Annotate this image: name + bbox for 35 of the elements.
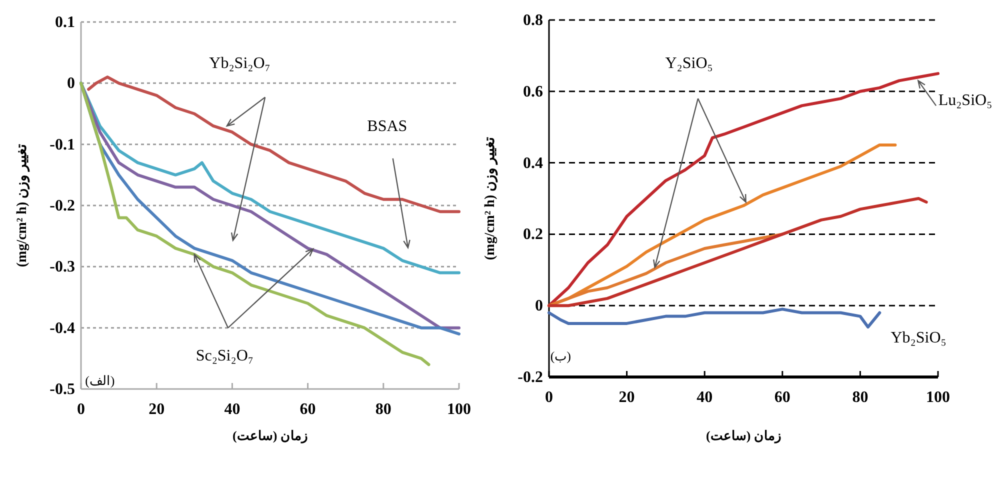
y-tick-label: -0.2 [50, 198, 75, 214]
x-tick-label: 100 [447, 401, 471, 418]
x-tick-label: 60 [774, 389, 790, 406]
y-tick-label: 0.1 [55, 14, 75, 31]
y-axis-title: تغییر وزن (mg/cm² h) [483, 136, 498, 260]
y-tick-label: -0.1 [50, 136, 75, 154]
y-tick-label: -0.5 [50, 381, 75, 398]
y-tick-label: 0.4 [523, 154, 543, 172]
x-tick-label: 80 [375, 401, 392, 418]
x-tick-label: 100 [926, 389, 950, 406]
y-tick-label: 0.8 [523, 12, 543, 29]
y-tick-label: -0.3 [50, 258, 75, 276]
y-tick-label: 0.6 [523, 83, 543, 100]
y-tick-label: 0 [535, 298, 543, 315]
annotation: Yb₂SiO₅ [890, 330, 946, 347]
x-axis-title: زمان (ساعت) [232, 428, 308, 444]
text: Lu₂SiO₅ [938, 92, 992, 109]
annotation: BSAS [367, 118, 408, 135]
x-tick-label: 40 [696, 389, 713, 406]
x-tick-label: 20 [148, 401, 165, 418]
x-tick-label: 40 [224, 401, 240, 418]
y-axis-title: تغییر وزن (mg/cm² h) [15, 144, 30, 268]
annotation: Y₂SiO₅ [665, 54, 713, 72]
annotation: Sc₂Si₂O₇ [196, 347, 254, 364]
y-tick-label: 0 [67, 75, 75, 92]
annotation: (ب) [550, 348, 572, 364]
y-tick-label: 0.2 [523, 226, 543, 244]
annotation: Yb₂Si₂O₇ [209, 54, 270, 72]
x-tick-label: 60 [300, 401, 316, 418]
y-tick-label: -0.4 [50, 320, 75, 337]
x-tick-label: 20 [618, 389, 635, 406]
x-tick-label: 80 [852, 389, 868, 406]
x-axis-title: زمان (ساعت) [706, 428, 781, 444]
y-tick-label: -0.2 [518, 369, 543, 386]
annotation: (الف) [85, 372, 115, 388]
